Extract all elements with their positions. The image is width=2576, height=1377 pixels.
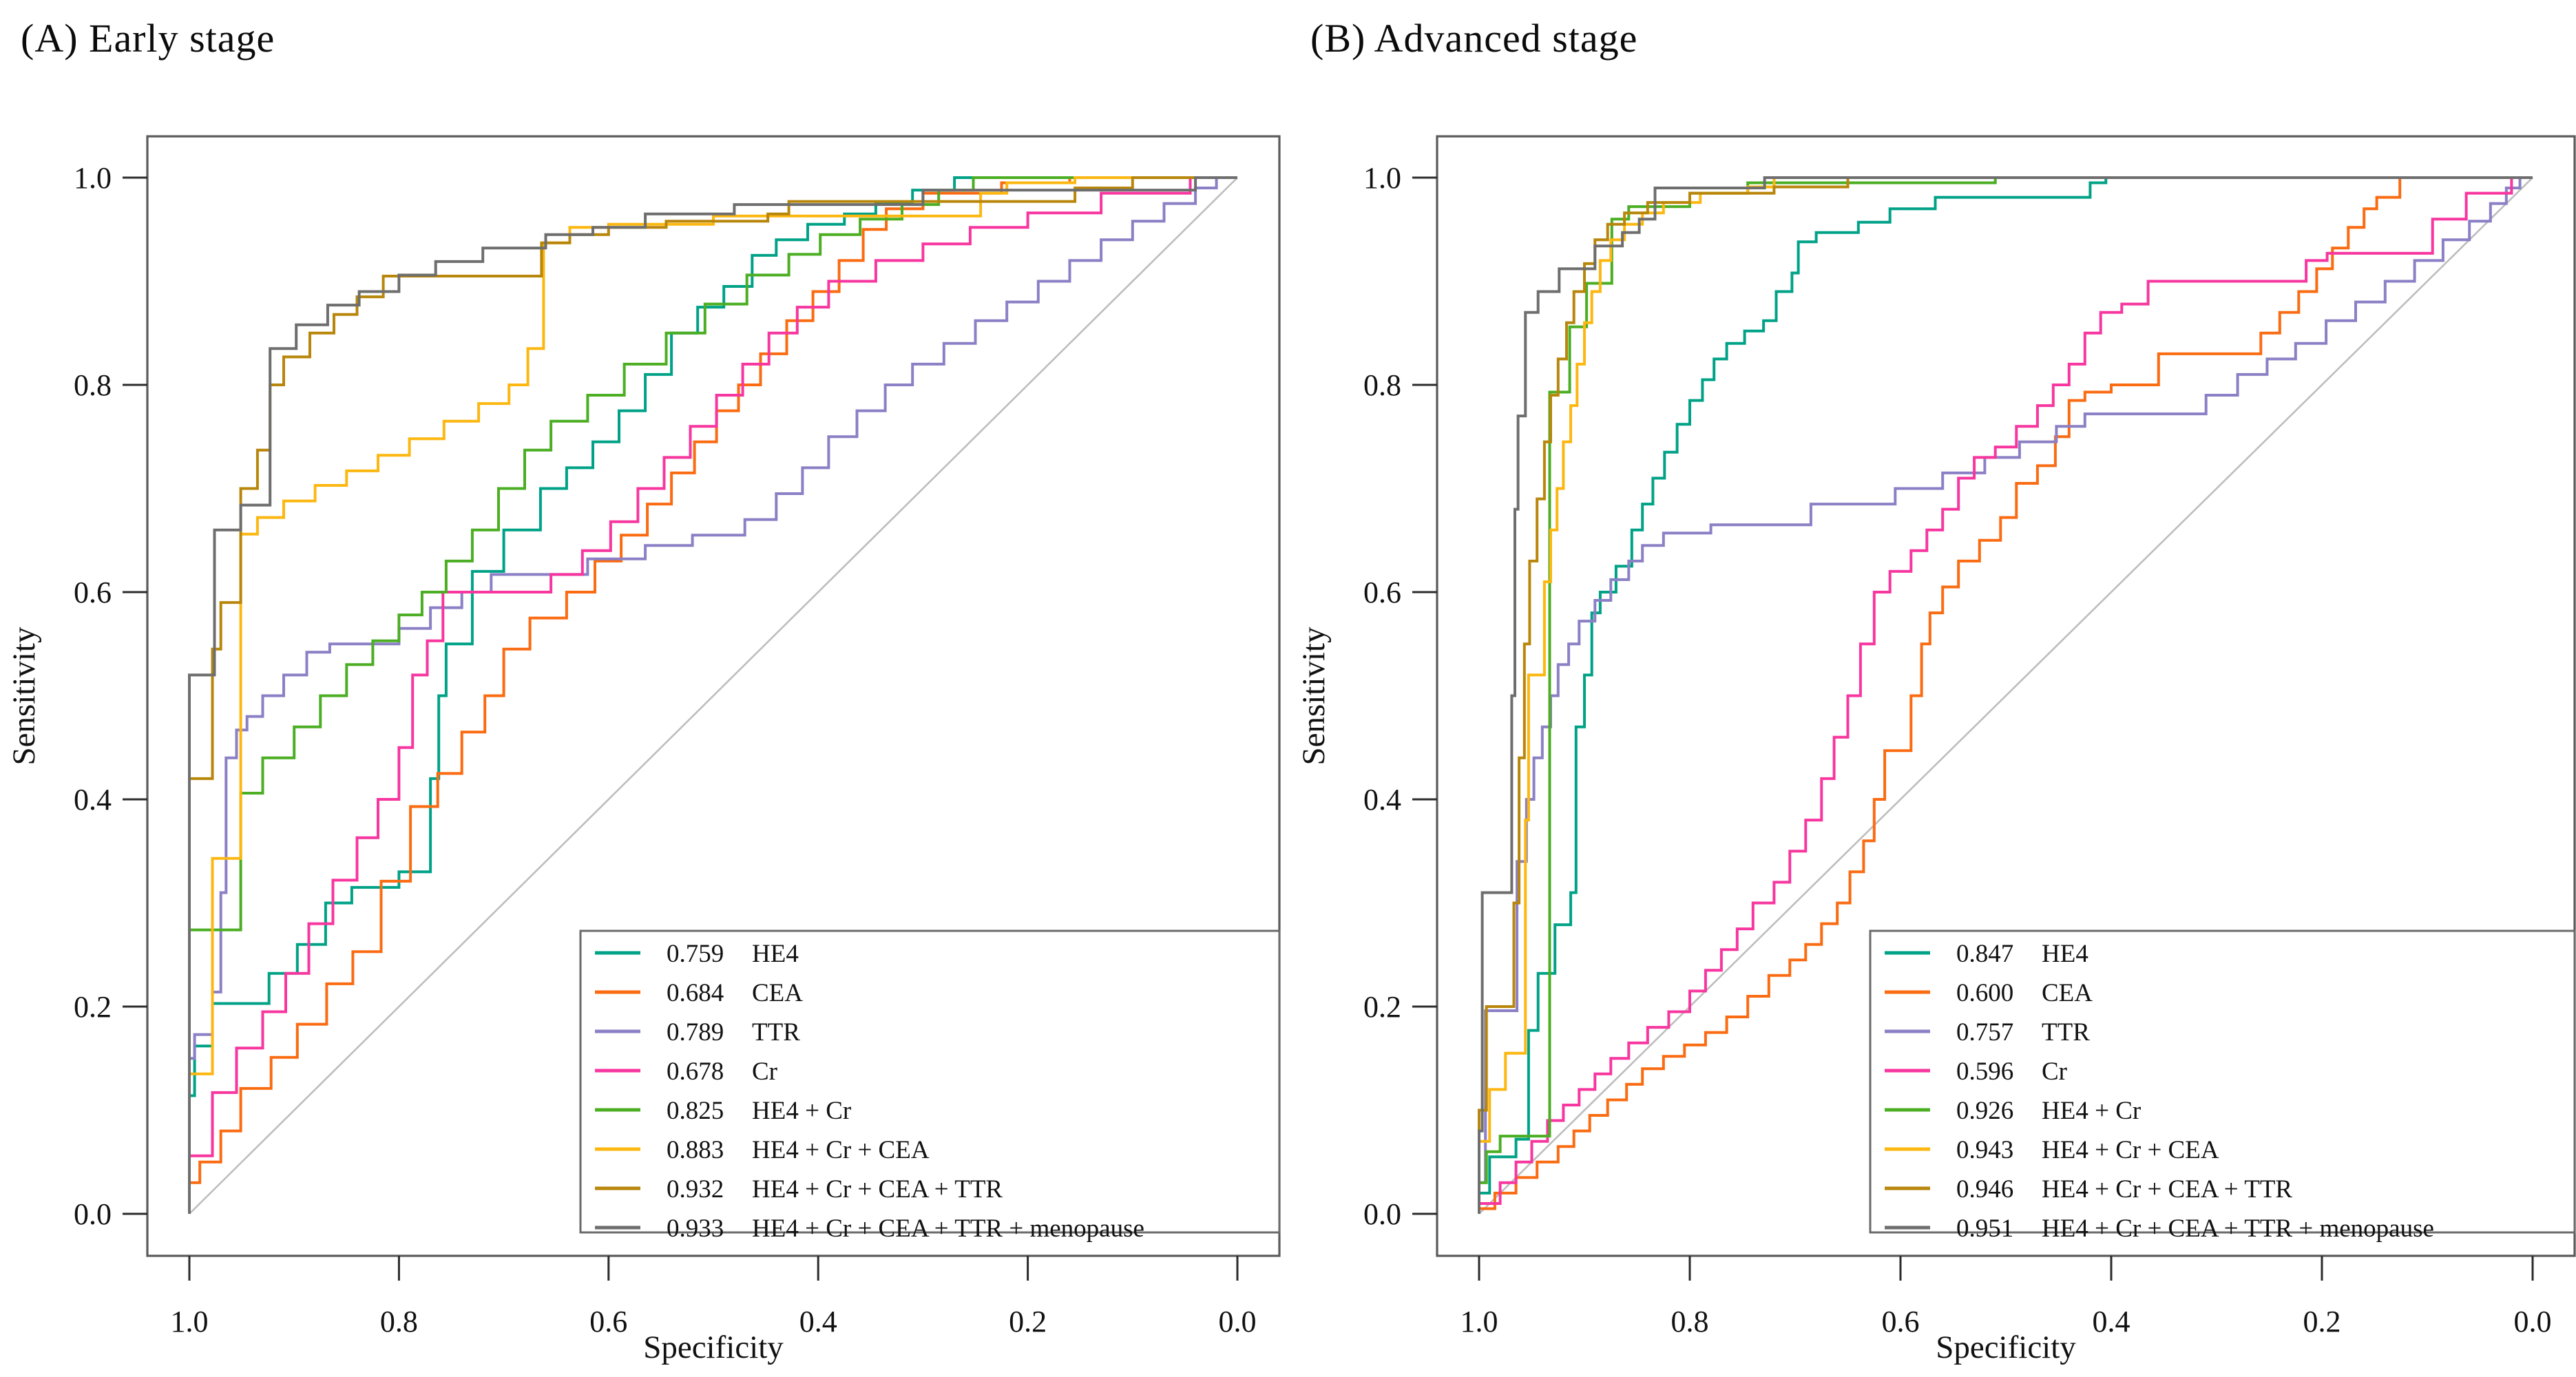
legend-auc: 0.678 [667,1058,724,1086]
y-tick-label: 0.0 [74,1197,112,1231]
legend-auc: 0.926 [1956,1097,2013,1125]
roc-curve-he4-cr-cea-ttr [1478,176,2533,1214]
x-axis-title: Specificity [1936,1329,2076,1365]
legend-label: HE4 + Cr + CEA + TTR + menopause [2042,1215,2434,1243]
y-axis-title: Sensitivity [1296,627,1332,766]
x-tick-label: 0.0 [1219,1305,1257,1338]
legend-label: HE4 + Cr [2042,1097,2141,1125]
roc-curve-he4-cr-cea [188,176,1237,1214]
x-tick-label: 0.4 [799,1305,837,1338]
legend-item: 0.759 HE4 [595,940,799,968]
y-tick-label: 0.8 [74,368,112,402]
legend-label: TTR [752,1018,800,1047]
legend-item: 0.847 HE4 [1885,940,2088,968]
y-tick-label: 0.6 [1363,576,1401,609]
panel-b-plot: 1.0 0.8 0.6 0.4 0.2 0.0 0.0 0.2 0.4 0.6 0.8 1.0 Spec… [1296,135,2576,1365]
x-tick-label: 1.0 [171,1305,209,1338]
diagonal-reference-line [1478,177,2533,1215]
roc-curve-he4-cr-cea-ttr-menopause [1478,176,2533,1214]
legend-item: 0.757 TTR [1885,1018,2090,1047]
legend-item: 0.684 CEA [595,979,803,1007]
plot-box [146,135,1281,1257]
roc-curve-he4-cr-cea-ttr-menopause [188,176,1237,1214]
legend-auc: 0.757 [1956,1018,2013,1047]
legend-auc: 0.825 [667,1097,724,1125]
legend-item: 0.789 TTR [595,1018,800,1047]
x-tick-label: 1.0 [1460,1305,1498,1338]
legend-label: CEA [2042,979,2093,1007]
y-tick-label: 0.8 [1363,368,1401,402]
x-tick-label: 0.4 [2093,1305,2130,1338]
plot-box [1436,135,2576,1257]
legend-item: 0.951 HE4 + Cr + CEA + TTR + menopause [1885,1215,2434,1243]
legend-auc: 0.943 [1956,1136,2013,1164]
legend-label: HE4 [2042,940,2088,968]
x-tick-label: 0.2 [1009,1305,1047,1338]
legend-item: 0.946 HE4 + Cr + CEA + TTR [1885,1175,2292,1203]
y-tick-label: 1.0 [1363,161,1401,195]
roc-curve-he4-cr [188,176,1237,1214]
legend-auc: 0.883 [667,1136,724,1164]
legend-label: HE4 [752,940,799,968]
diagonal-reference-line [189,177,1238,1215]
panel-a-title: (A) Early stage [21,16,275,61]
legend-auc: 0.789 [667,1018,724,1047]
legend-label: Cr [752,1058,777,1086]
legend-auc: 0.951 [1956,1215,2013,1243]
roc-curve-cr [1478,176,2533,1214]
legend-item: 0.678 Cr [595,1058,777,1086]
legend-auc: 0.759 [667,940,724,968]
y-tick-label: 0.4 [1363,783,1401,817]
x-tick-label: 0.6 [589,1305,627,1338]
legend-item: 0.933 HE4 + Cr + CEA + TTR + menopause [595,1215,1144,1243]
roc-curve-cea [188,176,1237,1214]
legend-label: CEA [752,979,803,1007]
legend-auc: 0.596 [1956,1058,2013,1086]
legend-label: TTR [2042,1018,2090,1047]
x-tick-label: 0.8 [380,1305,418,1338]
legend-label: HE4 + Cr + CEA + TTR [2042,1175,2292,1203]
x-axis-title: Specificity [643,1329,784,1365]
legend-label: Cr [2042,1058,2067,1086]
legend-auc: 0.847 [1956,940,2013,968]
y-tick-label: 0.0 [1363,1197,1401,1231]
roc-curve-he4-cr-cea-ttr [188,176,1237,1214]
roc-curve-cea [1478,176,2533,1214]
x-tick-label: 0.2 [2303,1305,2341,1338]
legend-item: 0.932 HE4 + Cr + CEA + TTR [595,1175,1003,1203]
x-tick-label: 0.0 [2514,1305,2552,1338]
legend-item: 0.825 HE4 + Cr [595,1097,851,1125]
y-tick-label: 0.2 [74,990,112,1024]
y-axis-title: Sensitivity [6,627,42,766]
legend-item: 0.596 Cr [1885,1058,2067,1086]
legend-auc: 0.946 [1956,1175,2013,1203]
legend-label: HE4 + Cr [752,1097,851,1125]
y-tick-label: 0.4 [74,783,112,817]
legend-auc: 0.932 [667,1175,724,1203]
roc-curve-cr [188,176,1237,1214]
legend-box [579,929,1281,1234]
y-tick-label: 0.2 [1363,990,1401,1024]
panel-b-title: (B) Advanced stage [1310,16,1638,61]
legend-auc: 0.600 [1956,979,2013,1007]
legend-item: 0.943 HE4 + Cr + CEA [1885,1136,2219,1164]
legend-label: HE4 + Cr + CEA + TTR + menopause [752,1215,1144,1243]
roc-curve-ttr [188,176,1237,1214]
x-tick-label: 0.8 [1671,1305,1709,1338]
legend-label: HE4 + Cr + CEA [752,1136,930,1164]
legend-item: 0.600 CEA [1885,979,2093,1007]
x-tick-label: 0.6 [1882,1305,1920,1338]
legend-box [1869,929,2576,1234]
y-tick-label: 0.6 [74,576,112,609]
legend-auc: 0.684 [667,979,724,1007]
legend-item: 0.883 HE4 + Cr + CEA [595,1136,930,1164]
roc-curve-he4 [1478,176,2533,1214]
y-tick-label: 1.0 [74,161,112,195]
legend-label: HE4 + Cr + CEA [2042,1136,2219,1164]
legend-auc: 0.933 [667,1215,724,1243]
panel-a-plot: 1.0 0.8 0.6 0.4 0.2 0.0 0.0 0.2 0.4 0.6 0.8 1.0 Spec… [6,135,1281,1365]
legend-label: HE4 + Cr + CEA + TTR [752,1175,1003,1203]
legend-item: 0.926 HE4 + Cr [1885,1097,2141,1125]
